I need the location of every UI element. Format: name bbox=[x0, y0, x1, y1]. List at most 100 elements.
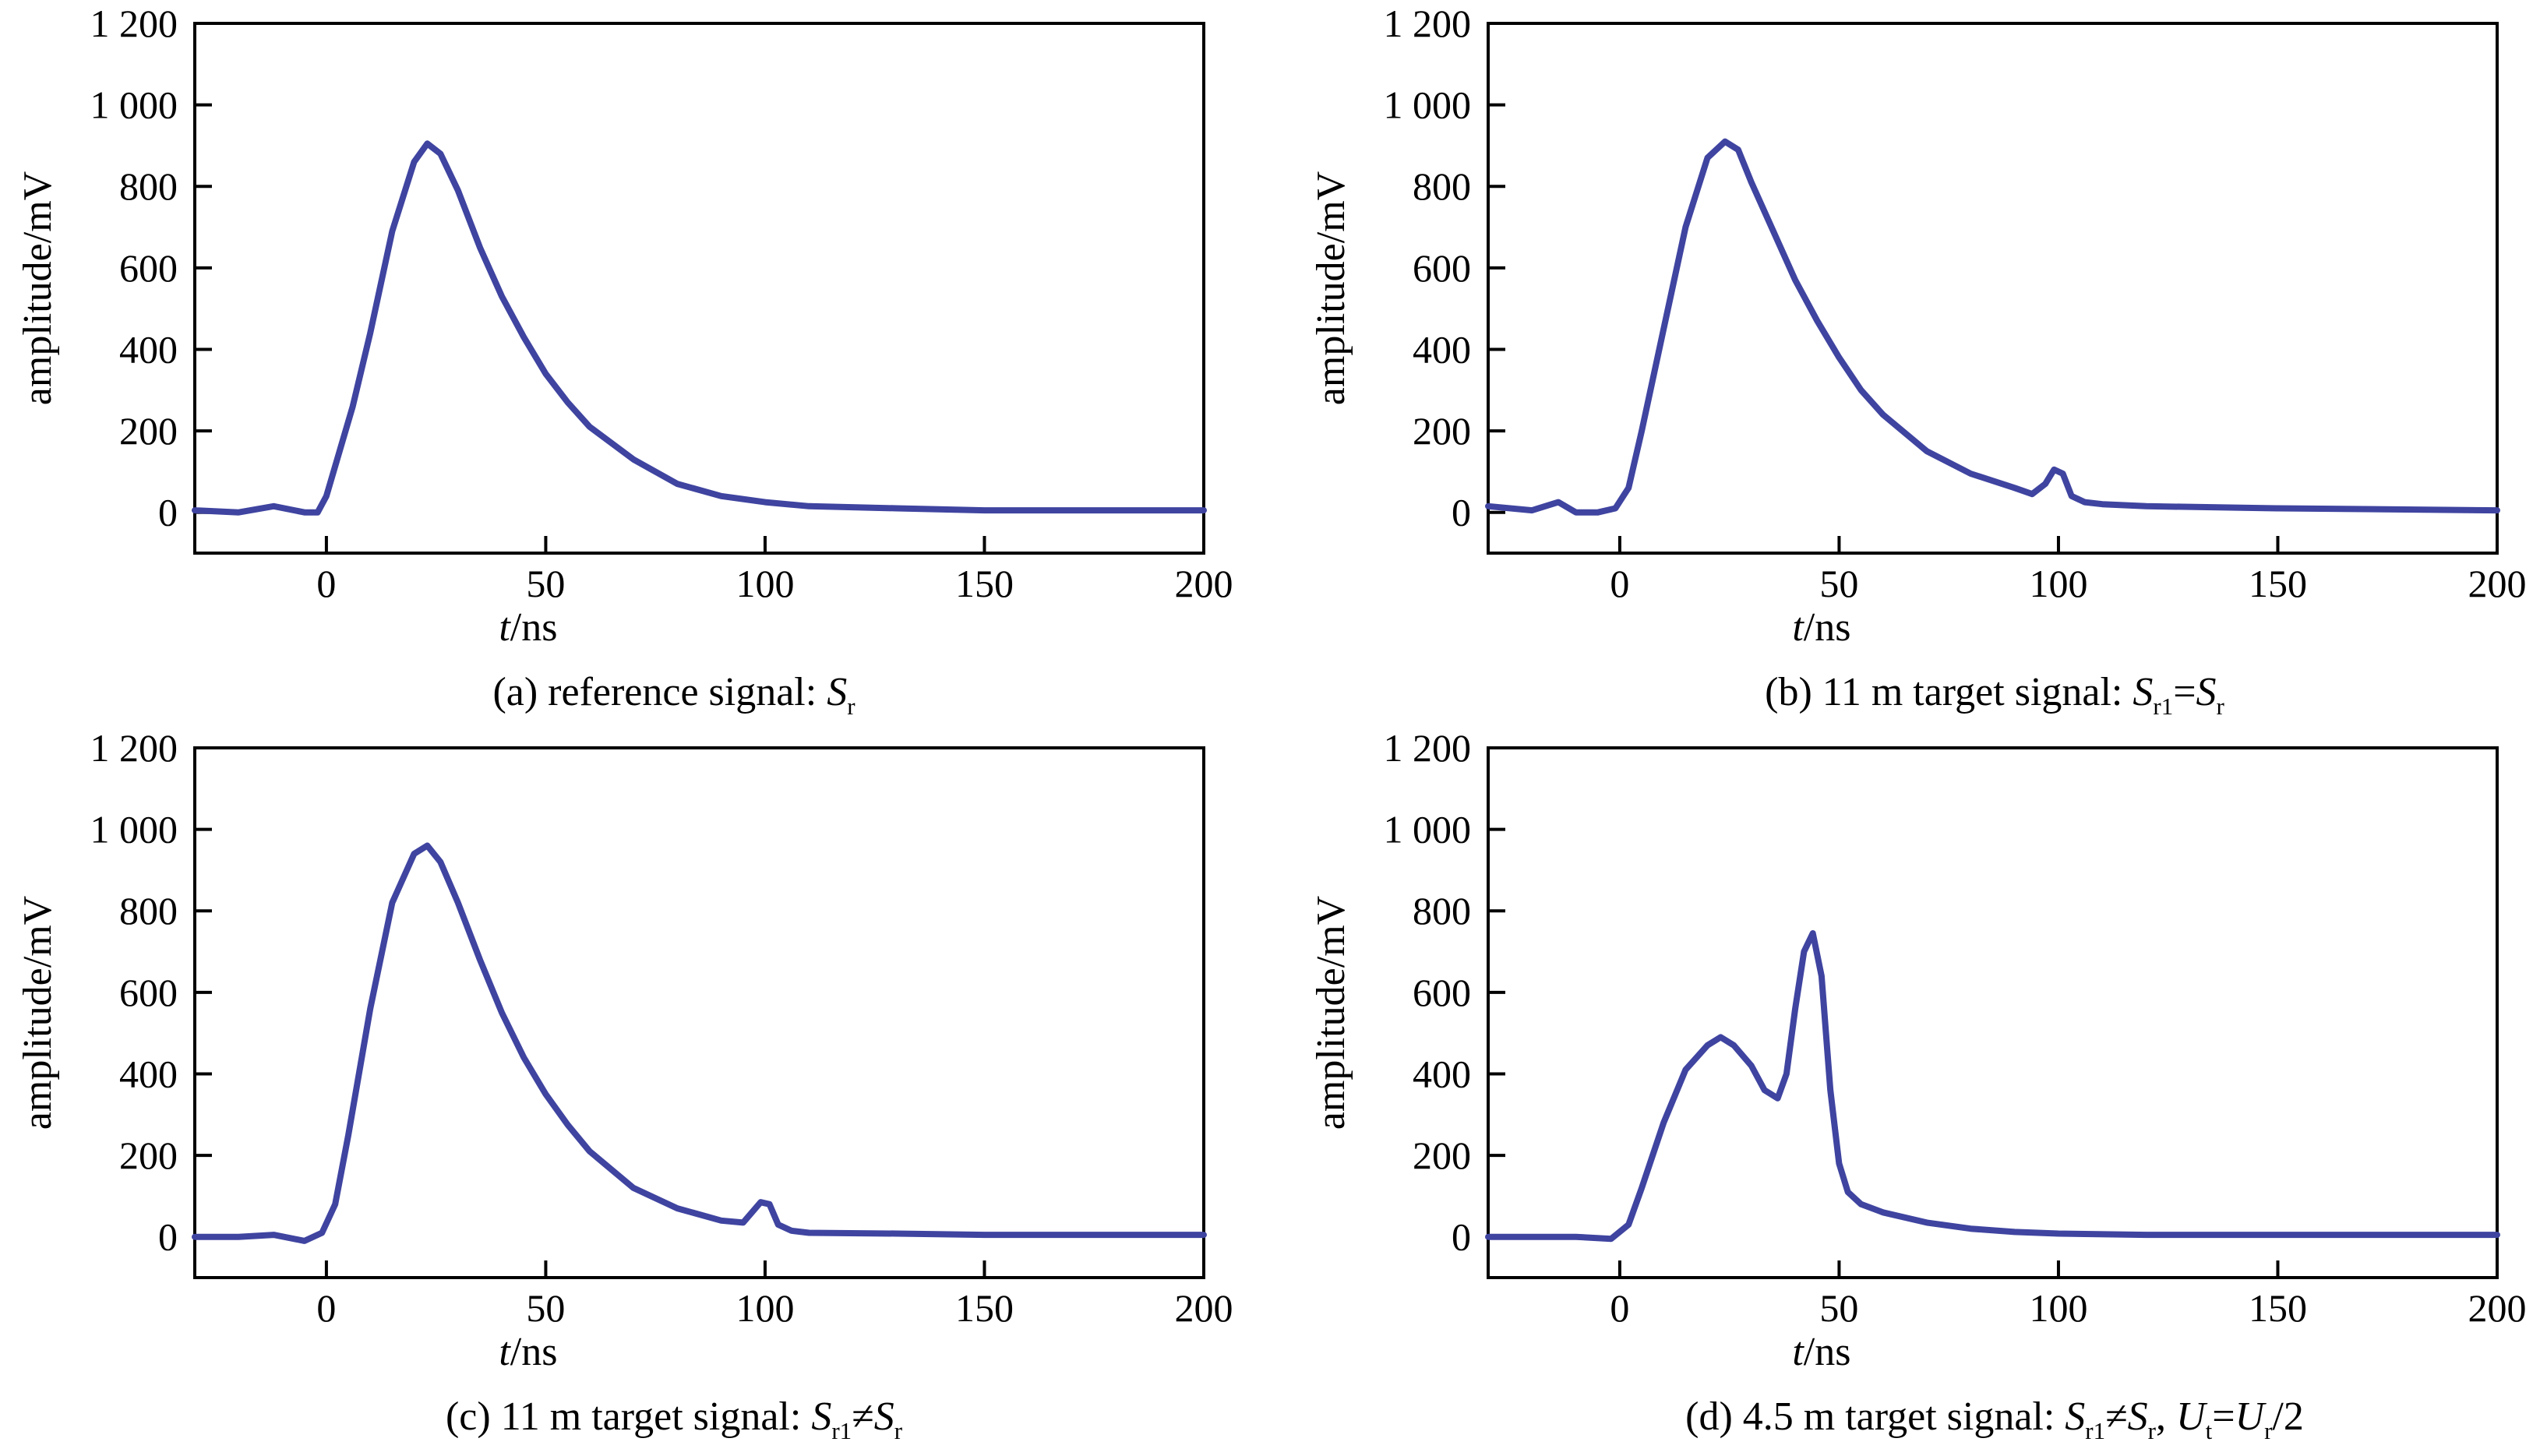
x-tick-label: 200 bbox=[1175, 1286, 1233, 1330]
caption-op1: = bbox=[2173, 670, 2196, 714]
caption-p1sub: r bbox=[847, 693, 855, 720]
y-tick-label: 400 bbox=[119, 327, 178, 371]
signal-series-line bbox=[192, 140, 1207, 516]
caption-op1: ≠ bbox=[2105, 1394, 2128, 1439]
plot-frame bbox=[193, 22, 1205, 555]
y-tick-label: 0 bbox=[1452, 491, 1471, 534]
x-axis-label-italic: t bbox=[499, 605, 511, 650]
y-tick-label: 0 bbox=[158, 1215, 178, 1259]
y-tick-label: 1 000 bbox=[1384, 83, 1472, 127]
chart-caption: (a) reference signal: Sr bbox=[492, 670, 855, 720]
x-tick-label: 100 bbox=[2029, 562, 2087, 605]
caption-op1: ≠ bbox=[852, 1394, 874, 1439]
x-tick-label: 50 bbox=[1819, 562, 1858, 605]
y-tick-label: 600 bbox=[119, 246, 178, 290]
y-tick-label: 1 200 bbox=[1384, 726, 1472, 770]
signal-series-line bbox=[192, 842, 1207, 1244]
chart-caption: (b) 11 m target signal: Sr1=Sr bbox=[1765, 670, 2224, 720]
y-tick-label: 1 200 bbox=[90, 2, 178, 45]
x-axis-label-unit: /ns bbox=[1804, 1330, 1851, 1374]
y-axis-label: amplitude/mV bbox=[16, 896, 60, 1130]
x-axis-label-italic: t bbox=[1792, 1330, 1804, 1374]
x-axis-label: t/ns bbox=[499, 1330, 557, 1374]
y-tick-label: 1 000 bbox=[1384, 808, 1472, 851]
x-axis-label-unit: /ns bbox=[510, 1330, 558, 1374]
caption-p1: S bbox=[2065, 1394, 2085, 1439]
y-tick-label: 600 bbox=[1413, 971, 1471, 1014]
y-tick-label: 800 bbox=[119, 889, 178, 932]
caption-tail: /2 bbox=[2272, 1394, 2303, 1439]
caption-p2sub: r bbox=[2217, 693, 2225, 720]
caption-op2: = bbox=[2212, 1394, 2235, 1439]
y-tick-label: 800 bbox=[1413, 164, 1471, 208]
plot-frame bbox=[1487, 22, 2499, 555]
y-tick-label: 800 bbox=[119, 164, 178, 208]
caption-p1: S bbox=[2133, 670, 2153, 714]
y-tick-label: 200 bbox=[1413, 1133, 1471, 1177]
x-tick-label: 200 bbox=[2468, 1286, 2527, 1330]
caption-p4: U bbox=[2235, 1394, 2267, 1439]
y-tick-label: 200 bbox=[119, 1133, 178, 1177]
y-tick-label: 400 bbox=[1413, 327, 1471, 371]
chart-caption: (c) 11 m target signal: Sr1≠Sr bbox=[446, 1394, 903, 1444]
chart-caption: (d) 4.5 m target signal: Sr1≠Sr, Ut=Ur/2 bbox=[1685, 1394, 2304, 1444]
x-tick-label: 100 bbox=[736, 562, 794, 605]
caption-lead: (c) 11 m target signal: bbox=[446, 1394, 811, 1439]
x-tick-label: 50 bbox=[526, 1286, 565, 1330]
y-tick-label: 0 bbox=[158, 491, 178, 534]
chart-3: 0 50 100 150 200 0 200 400 600 800 1 000 1 200 ampli… bbox=[16, 726, 1233, 1444]
x-axis-label-italic: t bbox=[1792, 605, 1804, 650]
y-tick-label: 600 bbox=[119, 971, 178, 1014]
y-axis-label: amplitude/mV bbox=[16, 171, 60, 405]
y-tick-label: 600 bbox=[1413, 246, 1471, 290]
caption-lead: (b) 11 m target signal: bbox=[1765, 670, 2133, 714]
signal-series-line bbox=[1485, 138, 2500, 516]
caption-p1sub: r1 bbox=[2153, 693, 2173, 720]
x-axis-label: t/ns bbox=[1792, 605, 1850, 650]
x-axis-label-unit: /ns bbox=[510, 605, 558, 650]
x-tick-label: 150 bbox=[2249, 1286, 2307, 1330]
y-tick-label: 1 200 bbox=[90, 726, 178, 770]
x-tick-label: 50 bbox=[526, 562, 565, 605]
x-axis-label: t/ns bbox=[1792, 1330, 1850, 1374]
caption-p2sub: r bbox=[2148, 1417, 2157, 1444]
caption-p2: S bbox=[2196, 670, 2217, 714]
chart-4: 0 50 100 150 200 0 200 400 600 800 1 000 1 200 ampli… bbox=[1309, 726, 2527, 1444]
caption-p1sub: r1 bbox=[831, 1417, 852, 1444]
y-tick-label: 400 bbox=[1413, 1052, 1471, 1095]
caption-p1: S bbox=[811, 1394, 831, 1439]
y-axis-label: amplitude/mV bbox=[1309, 896, 1353, 1130]
x-tick-label: 0 bbox=[316, 1286, 336, 1330]
x-tick-label: 200 bbox=[1175, 562, 1233, 605]
x-tick-label: 50 bbox=[1819, 1286, 1858, 1330]
caption-p1: S bbox=[827, 670, 847, 714]
chart-1: 0 50 100 150 200 0 200 400 600 800 1 000 1 200 ampli… bbox=[16, 2, 1233, 720]
x-axis-label-italic: t bbox=[499, 1330, 511, 1374]
x-axis-label-unit: /ns bbox=[1804, 605, 1851, 650]
caption-sep: , bbox=[2156, 1394, 2176, 1439]
x-tick-label: 150 bbox=[955, 562, 1014, 605]
x-tick-label: 0 bbox=[1610, 1286, 1629, 1330]
caption-p2: S bbox=[2128, 1394, 2148, 1439]
y-tick-label: 200 bbox=[119, 409, 178, 453]
x-tick-label: 0 bbox=[1610, 562, 1629, 605]
x-tick-label: 0 bbox=[316, 562, 336, 605]
caption-lead: (a) reference signal: bbox=[492, 670, 827, 714]
x-tick-label: 200 bbox=[2468, 562, 2527, 605]
y-axis-label: amplitude/mV bbox=[1309, 171, 1353, 405]
caption-lead: (d) 4.5 m target signal: bbox=[1685, 1394, 2065, 1439]
plot-frame bbox=[193, 746, 1205, 1279]
y-tick-label: 1 000 bbox=[90, 83, 178, 127]
caption-p3: U bbox=[2176, 1394, 2208, 1439]
x-axis-label: t/ns bbox=[499, 605, 557, 650]
x-tick-label: 150 bbox=[955, 1286, 1014, 1330]
caption-p3sub: t bbox=[2206, 1417, 2213, 1444]
plot-frame bbox=[1487, 746, 2499, 1279]
x-tick-label: 100 bbox=[736, 1286, 794, 1330]
caption-p4sub: r bbox=[2264, 1417, 2273, 1444]
caption-p2: S bbox=[874, 1394, 894, 1439]
y-tick-label: 400 bbox=[119, 1052, 178, 1095]
y-tick-label: 1 200 bbox=[1384, 2, 1472, 45]
x-tick-label: 150 bbox=[2249, 562, 2307, 605]
